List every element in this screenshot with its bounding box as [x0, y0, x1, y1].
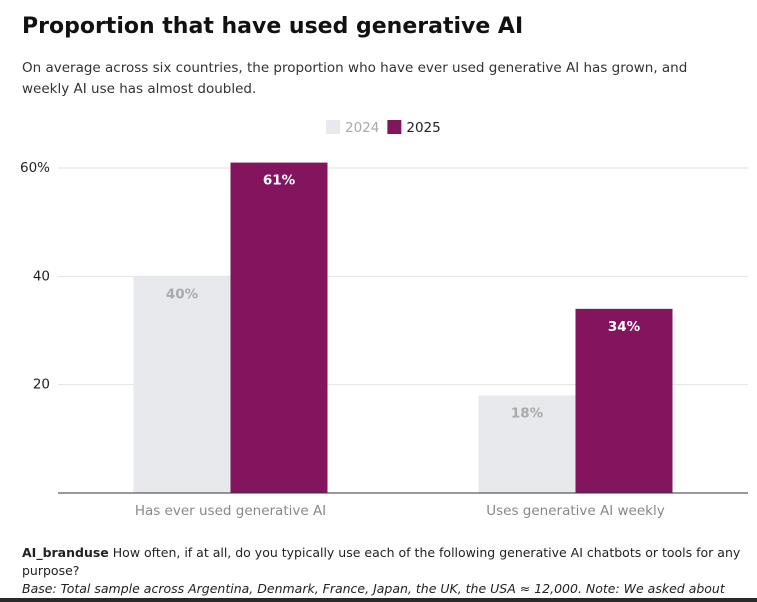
- question-code: AI_branduse: [22, 545, 109, 560]
- legend-label: 2024: [345, 120, 379, 136]
- x-tick-label: Has ever used generative AI: [135, 503, 326, 519]
- y-tick-label: 40: [33, 268, 50, 284]
- value-label: 18%: [511, 406, 544, 422]
- footnote: AI_branduse How often, if at all, do you…: [22, 544, 747, 602]
- legend-swatch: [326, 120, 340, 134]
- value-label: 61%: [263, 173, 296, 189]
- bottom-border: [0, 598, 757, 602]
- question-text: How often, if at all, do you typically u…: [22, 545, 741, 578]
- bar: [575, 308, 673, 493]
- legend-swatch: [387, 120, 402, 134]
- chart-title: Proportion that have used generative AI: [22, 14, 524, 39]
- value-label: 34%: [608, 319, 641, 335]
- chart-subtitle: On average across six countries, the pro…: [22, 60, 688, 97]
- y-tick-label: 60%: [20, 160, 50, 176]
- x-tick-label: Uses generative AI weekly: [486, 503, 664, 519]
- chart: 20 40 60% 2024 2025 40% 61% Has ever used gener…: [20, 120, 748, 519]
- y-tick-label: 20: [33, 377, 50, 393]
- bar: [478, 395, 576, 493]
- value-label: 40%: [166, 286, 199, 302]
- bar: [133, 276, 231, 493]
- legend-label: 2025: [406, 120, 440, 136]
- bar: [230, 162, 328, 494]
